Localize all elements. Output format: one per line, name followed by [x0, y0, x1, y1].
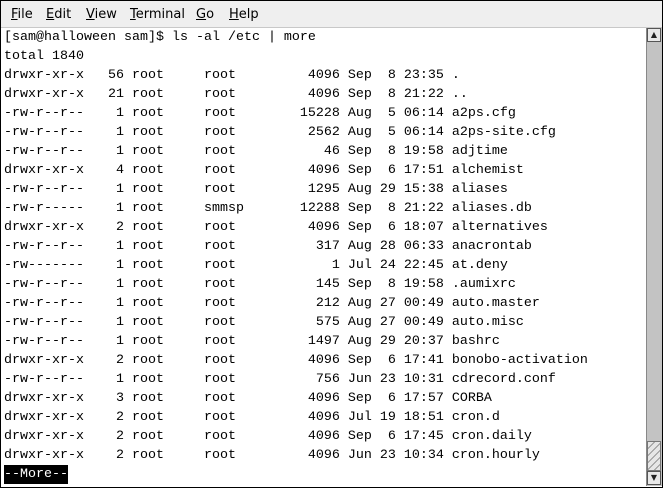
- scroll-up-arrow-icon[interactable]: ▲: [647, 28, 661, 42]
- output-line: -rw-r--r-- 1 root root 212 Aug 27 00:49 …: [4, 296, 540, 311]
- output-line: drwxr-xr-x 2 root root 4096 Sep 6 17:41 …: [4, 353, 588, 368]
- output-line: -rw-r----- 1 root smmsp 12288 Sep 8 21:2…: [4, 201, 532, 216]
- output-line: -rw-r--r-- 1 root root 145 Sep 8 19:58 .…: [4, 277, 516, 292]
- output-line: drwxr-xr-x 3 root root 4096 Sep 6 17:57 …: [4, 391, 492, 406]
- output-line: -rw-r--r-- 1 root root 1497 Aug 29 20:37…: [4, 334, 500, 349]
- output-line: -rw-r--r-- 1 root root 46 Sep 8 19:58 ad…: [4, 144, 508, 159]
- output-line: drwxr-xr-x 2 root root 4096 Jun 23 10:34…: [4, 448, 540, 463]
- menu-label: ile: [17, 7, 33, 22]
- terminal-output[interactable]: [sam@halloween sam]$ ls -al /etc | more t…: [4, 28, 644, 486]
- output-line: -rw-r--r-- 1 root root 756 Jun 23 10:31 …: [4, 372, 556, 387]
- menu-mnemonic: G: [196, 7, 207, 22]
- menu-go[interactable]: Go: [196, 7, 214, 22]
- menu-label: dit: [54, 7, 72, 22]
- menu-label: o: [206, 7, 215, 22]
- menu-label: iew: [94, 7, 117, 22]
- menu-label: elp: [238, 7, 259, 22]
- menu-mnemonic: T: [130, 7, 136, 22]
- output-line: total 1840: [4, 49, 84, 64]
- menu-edit[interactable]: Edit: [46, 7, 71, 22]
- output-line: -rw------- 1 root root 1 Jul 24 22:45 at…: [4, 258, 508, 273]
- menu-file[interactable]: File: [11, 7, 33, 22]
- output-line: -rw-r--r-- 1 root root 575 Aug 27 00:49 …: [4, 315, 524, 330]
- output-line: drwxr-xr-x 2 root root 4096 Sep 6 18:07 …: [4, 220, 548, 235]
- pager-line: --More--: [4, 465, 644, 484]
- menu-help[interactable]: Help: [229, 7, 259, 22]
- vertical-scrollbar[interactable]: ▲ ▼: [646, 28, 662, 486]
- scroll-down-arrow-icon[interactable]: ▼: [647, 471, 661, 485]
- output-line: drwxr-xr-x 4 root root 4096 Sep 6 17:51 …: [4, 163, 524, 178]
- output-line: -rw-r--r-- 1 root root 15228 Aug 5 06:14…: [4, 106, 516, 121]
- scrollbar-thumb[interactable]: [647, 441, 661, 471]
- output-line: drwxr-xr-x 2 root root 4096 Jul 19 18:51…: [4, 410, 500, 425]
- more-prompt: --More--: [4, 465, 68, 484]
- output-line: -rw-r--r-- 1 root root 2562 Aug 5 06:14 …: [4, 125, 556, 140]
- menu-mnemonic: H: [229, 7, 239, 22]
- menu-mnemonic: F: [11, 7, 18, 22]
- menu-view[interactable]: View: [86, 7, 117, 22]
- output-line: -rw-r--r-- 1 root root 1295 Aug 29 15:38…: [4, 182, 508, 197]
- output-line: drwxr-xr-x 56 root root 4096 Sep 8 23:35…: [4, 68, 460, 83]
- output-line: drwxr-xr-x 21 root root 4096 Sep 8 21:22…: [4, 87, 468, 102]
- menu-mnemonic: E: [46, 7, 55, 22]
- output-line: drwxr-xr-x 2 root root 4096 Sep 6 17:45 …: [4, 429, 532, 444]
- menu-mnemonic: V: [86, 7, 95, 22]
- menu-terminal[interactable]: Terminal: [130, 7, 185, 22]
- output-line: -rw-r--r-- 1 root root 317 Aug 28 06:33 …: [4, 239, 532, 254]
- command-line: [sam@halloween sam]$ ls -al /etc | more: [4, 30, 316, 45]
- menu-bar: File Edit View Terminal Go Help: [1, 1, 662, 28]
- menu-label: erminal: [135, 7, 185, 22]
